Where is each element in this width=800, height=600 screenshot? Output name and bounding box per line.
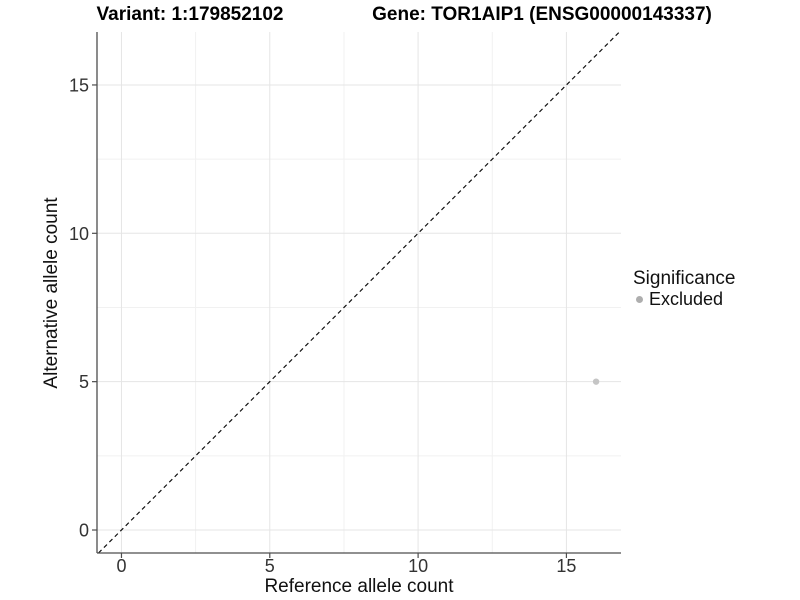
x-tick-label: 5 [265,556,275,576]
axis-lines [96,32,621,554]
data-points [592,378,600,385]
x-tick-labels: 0 5 10 15 [116,556,576,576]
gridlines-major [97,32,621,553]
x-axis-title: Reference allele count [264,576,454,597]
legend: Significance Excluded [633,268,735,310]
legend-item-excluded: Excluded [633,289,735,310]
variant-title: Variant: 1:179852102 [96,4,284,25]
legend-key-dot [636,296,643,303]
identity-dashed-line [98,31,620,554]
x-tick-label: 15 [556,556,576,576]
y-tick-label: 0 [79,521,89,541]
y-tick-labels: 0 5 10 15 [69,75,89,540]
x-tick-label: 10 [408,556,428,576]
data-point [592,378,600,385]
y-tick-label: 5 [79,372,89,392]
x-tick-label: 0 [116,556,126,576]
y-tick-label: 10 [69,224,89,244]
tick-marks [92,84,568,558]
gridlines-minor [97,32,621,553]
legend-title: Significance [633,268,736,289]
legend-item-label: Excluded [649,289,724,309]
y-tick-label: 15 [69,75,89,95]
gene-title: Gene: TOR1AIP1 (ENSG00000143337) [372,4,712,25]
y-axis-title: Alternative allele count [41,197,62,389]
